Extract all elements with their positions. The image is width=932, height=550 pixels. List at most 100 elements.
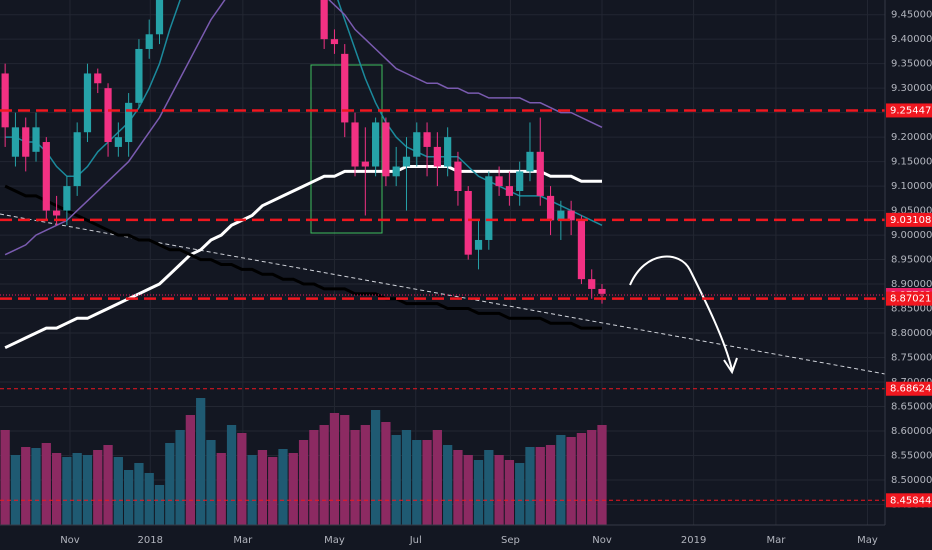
volume-bar — [226, 425, 237, 525]
volume-bar — [298, 440, 309, 525]
y-tick-label: 8.55000 — [891, 450, 932, 461]
candle-body — [155, 0, 164, 35]
candle-body — [454, 161, 462, 191]
candle-body — [433, 146, 441, 167]
y-tick-label: 9.20000 — [891, 132, 932, 143]
volume-bar — [31, 448, 41, 525]
level-label: 9.25447 — [890, 105, 931, 116]
level-label-box — [886, 493, 932, 508]
x-tick-label: 2019 — [681, 535, 706, 546]
x-tick-label: 2018 — [138, 535, 163, 546]
candle-body — [11, 127, 20, 157]
candle-body — [145, 34, 153, 49]
candle-body — [83, 73, 92, 133]
y-tick-label: 9.30000 — [891, 83, 932, 94]
y-tick-label: 8.90000 — [891, 279, 932, 290]
volume-bar — [556, 435, 566, 525]
y-tick-label: 8.50000 — [891, 475, 932, 486]
candle-body — [546, 195, 555, 221]
candle-body — [114, 137, 122, 147]
candle-body — [104, 88, 112, 143]
candle-body — [42, 142, 50, 211]
candle-body — [495, 176, 503, 187]
volume-bar — [597, 425, 607, 525]
candle-body — [423, 132, 431, 147]
volume-bar — [21, 447, 31, 525]
x-tick-label: Nov — [592, 535, 612, 546]
volume-bar — [463, 455, 473, 525]
volume-bar — [340, 415, 350, 525]
candle-body — [351, 122, 359, 167]
volume-bar — [72, 453, 82, 525]
x-tick-label: Nov — [60, 535, 80, 546]
volume-bar — [134, 463, 144, 525]
volume-bar — [216, 453, 226, 525]
candle-body — [474, 239, 483, 250]
candle-body — [372, 122, 380, 167]
volume-bar — [62, 457, 72, 525]
volume-bar — [268, 457, 278, 525]
volume-bar — [576, 433, 587, 525]
level-label-box — [886, 103, 932, 118]
y-tick-label: 8.60000 — [891, 426, 932, 437]
volume-bar — [309, 430, 319, 525]
volume-bar — [515, 463, 525, 525]
level-label: 9.03108 — [890, 215, 931, 226]
volume-bar — [545, 445, 556, 525]
volume-bar — [144, 473, 154, 525]
volume-bar — [175, 430, 185, 525]
arrow-head — [723, 357, 738, 375]
candle-body — [557, 210, 565, 221]
candle-body — [402, 156, 411, 167]
volume-bar — [10, 455, 21, 525]
volume-bar — [82, 455, 93, 525]
volume-bar — [535, 447, 545, 525]
volume-bar — [196, 398, 206, 525]
candle-body — [32, 127, 40, 152]
moving-average — [5, 0, 603, 226]
x-tick-label: May — [857, 535, 878, 546]
y-tick-label: 8.65000 — [891, 401, 932, 412]
volume-bar — [329, 413, 340, 525]
volume-bar — [504, 460, 515, 525]
volume-bar — [412, 440, 422, 525]
level-label: 8.45844 — [890, 495, 931, 506]
volume-bar — [484, 450, 494, 525]
candle-body — [361, 161, 369, 167]
candle-body — [413, 132, 421, 157]
candle-body — [330, 39, 339, 45]
volume-bar — [185, 415, 196, 525]
y-tick-label: 9.00000 — [891, 230, 932, 241]
volume-bar — [319, 425, 329, 525]
levels — [0, 109, 885, 501]
volume-bar — [278, 449, 288, 525]
candle-body — [588, 279, 596, 289]
candle-body — [485, 176, 493, 240]
price-pane — [0, 0, 885, 375]
volume-bar — [93, 450, 103, 525]
candle-body — [464, 190, 472, 255]
volume-bar — [566, 437, 576, 525]
moving-average — [4, 184, 602, 330]
candle-body — [320, 0, 328, 40]
volume-bar — [124, 470, 134, 525]
y-tick-label: 9.05000 — [891, 206, 932, 217]
level-labels: 9.254479.031088.877628.870218.686248.458… — [886, 103, 932, 508]
volume-bar — [370, 410, 381, 525]
volume-bar — [473, 460, 484, 525]
candle-body — [577, 220, 586, 280]
volume-bar — [360, 425, 370, 525]
volume-bar — [103, 445, 113, 525]
volume-pane — [0, 398, 607, 525]
candle-body — [135, 48, 143, 103]
candle-body — [382, 122, 390, 177]
candle-body — [505, 186, 513, 196]
candle-body — [1, 73, 9, 128]
y-tick-label: 8.85000 — [891, 304, 932, 315]
candle-body — [516, 171, 524, 191]
volume-bar — [401, 430, 412, 525]
volume-bar — [288, 453, 298, 525]
forecast-arrow — [629, 255, 733, 371]
volume-bar — [381, 422, 391, 525]
volume-bar — [237, 433, 247, 525]
